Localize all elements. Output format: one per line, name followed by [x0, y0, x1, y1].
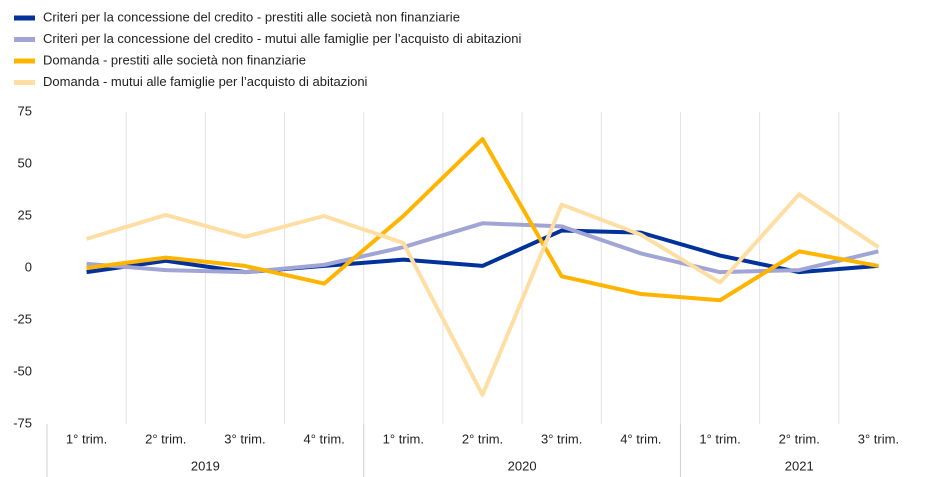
x-group-label: 2019 — [191, 458, 220, 473]
legend-label: Domanda - mutui alle famiglie per l’acqu… — [43, 74, 368, 89]
y-tick-label: 50 — [18, 155, 32, 170]
series-line — [86, 192, 880, 397]
series-line — [86, 221, 879, 275]
legend-label: Criteri per la concessione del credito -… — [43, 31, 521, 46]
x-group-label: 2021 — [785, 458, 814, 473]
x-tick-label: 3° trim. — [224, 431, 265, 446]
legend-label: Domanda - prestiti alle società non fina… — [43, 52, 306, 67]
legend-label: Criteri per la concessione del credito -… — [43, 9, 460, 24]
y-tick-label: -75 — [13, 415, 32, 430]
x-tick-label: 3° trim. — [858, 431, 899, 446]
x-tick-label: 2° trim. — [462, 431, 503, 446]
y-tick-label: -50 — [13, 363, 32, 378]
y-tick-label: -25 — [13, 311, 32, 326]
y-tick-label: 0 — [25, 259, 32, 274]
x-tick-label: 1° trim. — [699, 431, 740, 446]
x-tick-label: 1° trim. — [383, 431, 424, 446]
x-tick-label: 2° trim. — [779, 431, 820, 446]
y-tick-label: 25 — [18, 207, 32, 222]
x-tick-label: 4° trim. — [620, 431, 661, 446]
x-tick-label: 4° trim. — [303, 431, 344, 446]
x-tick-label: 3° trim. — [541, 431, 582, 446]
x-group-label: 2020 — [508, 458, 537, 473]
x-tick-label: 1° trim. — [66, 431, 107, 446]
series-line — [86, 228, 879, 275]
x-tick-label: 2° trim. — [145, 431, 186, 446]
y-tick-label: 75 — [18, 103, 32, 118]
series-line — [86, 137, 879, 303]
